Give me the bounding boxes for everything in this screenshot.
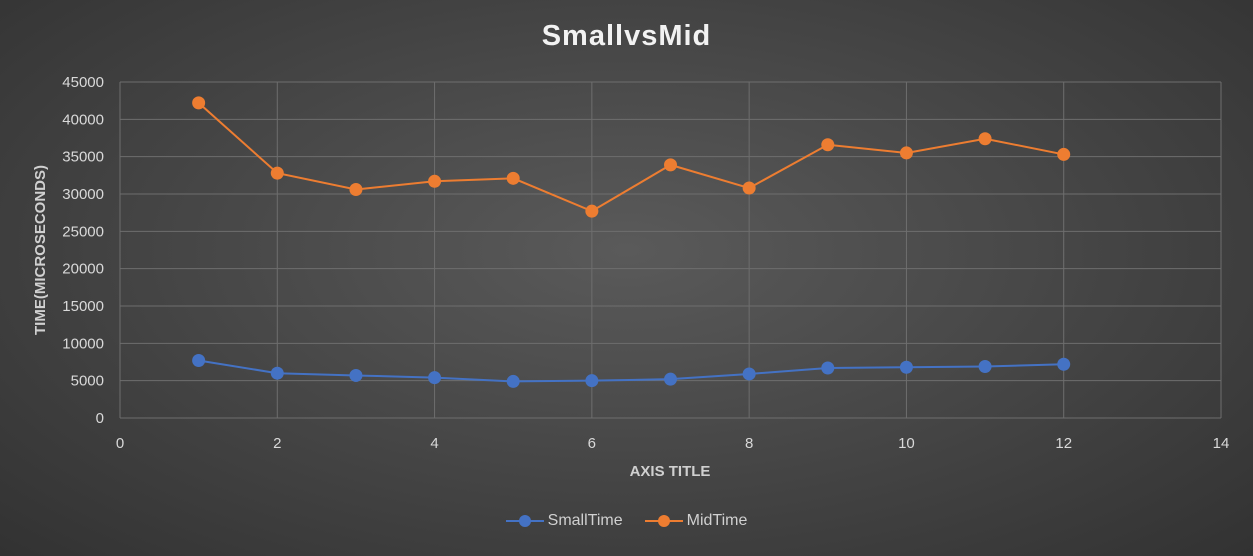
data-point-midtime	[585, 204, 599, 218]
x-tick-label: 14	[1213, 435, 1230, 452]
data-point-midtime	[899, 146, 913, 160]
y-tick-label: 30000	[62, 186, 104, 203]
legend-marker-smalltime	[505, 514, 544, 528]
data-point-smalltime	[428, 371, 442, 385]
data-point-smalltime	[270, 366, 284, 380]
x-tick-label: 8	[745, 435, 753, 452]
gridlines	[119, 81, 1222, 419]
legend-item-smalltime[interactable]: SmallTime	[505, 512, 623, 530]
x-tick-label: 12	[1055, 435, 1072, 452]
data-point-midtime	[428, 174, 442, 188]
data-point-midtime	[349, 183, 363, 197]
data-point-smalltime	[1057, 357, 1071, 371]
series-line-midtime	[197, 102, 1064, 213]
series-lines	[192, 96, 1071, 388]
data-point-smalltime	[349, 368, 363, 382]
y-tick-label: 35000	[62, 149, 104, 166]
data-point-midtime	[821, 138, 835, 152]
x-tick-label: 10	[898, 435, 915, 452]
x-tick-label: 0	[116, 435, 124, 452]
data-point-midtime	[978, 132, 992, 146]
data-point-smalltime	[821, 361, 835, 375]
legend-marker-midtime	[644, 514, 683, 528]
data-point-midtime	[270, 166, 284, 180]
data-point-smalltime	[585, 374, 599, 388]
legend-label-midtime: MidTime	[686, 512, 748, 529]
y-tick-label: 20000	[62, 261, 104, 278]
data-point-smalltime	[742, 367, 756, 381]
legend: SmallTime MidTime	[0, 512, 1253, 530]
data-point-midtime	[664, 158, 677, 172]
data-point-smalltime	[192, 354, 206, 368]
legend-item-midtime[interactable]: MidTime	[644, 512, 748, 530]
data-point-smalltime	[506, 374, 520, 388]
data-point-midtime	[742, 181, 756, 195]
x-tick-label: 2	[273, 435, 281, 452]
y-tick-label: 25000	[62, 223, 104, 240]
y-tick-label: 15000	[62, 298, 104, 315]
data-point-smalltime	[978, 359, 992, 373]
data-point-midtime	[1057, 147, 1071, 161]
tick-labels: 0 5000 10000 15000 20000 25000 30000 35000 40000…	[62, 74, 1229, 452]
data-point-midtime	[506, 171, 520, 185]
series-line-smalltime	[198, 359, 1064, 383]
chart-title: SmallvsMid	[541, 20, 712, 52]
x-tick-label: 4	[430, 435, 438, 452]
x-tick-label: 6	[588, 435, 596, 452]
y-tick-label: 5000	[71, 373, 104, 390]
data-point-midtime	[192, 96, 206, 110]
y-tick-label: 0	[96, 410, 104, 427]
legend-label-smalltime: SmallTime	[547, 512, 623, 529]
y-tick-label: 10000	[62, 335, 104, 352]
data-point-smalltime	[899, 360, 913, 374]
x-axis-title: AXIS TITLE	[630, 463, 711, 480]
y-tick-label: 40000	[62, 111, 104, 128]
y-tick-label: 45000	[62, 74, 104, 91]
y-axis-title: TIME(MICROSECONDS)	[32, 165, 49, 335]
data-point-smalltime	[664, 372, 677, 386]
